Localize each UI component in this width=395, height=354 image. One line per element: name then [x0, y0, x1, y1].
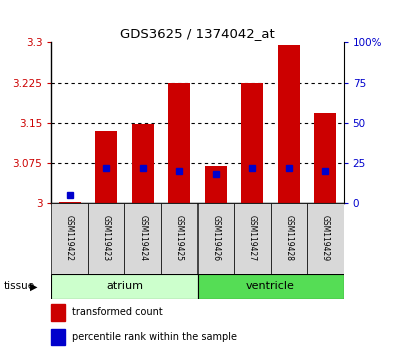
Text: ventricle: ventricle	[246, 281, 295, 291]
Bar	[234, 203, 271, 274]
Text: GSM119428: GSM119428	[284, 215, 293, 261]
Text: ▶: ▶	[30, 281, 37, 291]
Bar	[205, 166, 227, 203]
Text: atrium: atrium	[106, 281, 143, 291]
Bar	[161, 203, 198, 274]
Text: GSM119422: GSM119422	[65, 215, 74, 261]
Bar	[241, 82, 263, 203]
Bar	[59, 202, 81, 203]
Text: GSM119427: GSM119427	[248, 215, 257, 261]
Bar	[124, 203, 161, 274]
Bar	[88, 203, 124, 274]
Title: GDS3625 / 1374042_at: GDS3625 / 1374042_at	[120, 27, 275, 40]
Bar	[314, 113, 336, 203]
Bar	[271, 203, 307, 274]
Bar	[198, 274, 344, 299]
Bar	[95, 131, 117, 203]
Text: GSM119426: GSM119426	[211, 215, 220, 261]
Text: GSM119425: GSM119425	[175, 215, 184, 261]
Text: percentile rank within the sample: percentile rank within the sample	[72, 332, 237, 342]
Bar	[307, 203, 344, 274]
Bar	[198, 203, 234, 274]
Text: tissue: tissue	[4, 281, 35, 291]
Bar	[51, 203, 88, 274]
Text: GSM119429: GSM119429	[321, 215, 330, 261]
Bar	[51, 304, 64, 321]
Text: GSM119423: GSM119423	[102, 215, 111, 261]
Bar	[132, 124, 154, 203]
Bar	[278, 45, 300, 203]
Bar	[51, 329, 64, 346]
Bar	[168, 82, 190, 203]
Bar	[51, 274, 198, 299]
Text: GSM119424: GSM119424	[138, 215, 147, 261]
Text: transformed count: transformed count	[72, 308, 163, 318]
